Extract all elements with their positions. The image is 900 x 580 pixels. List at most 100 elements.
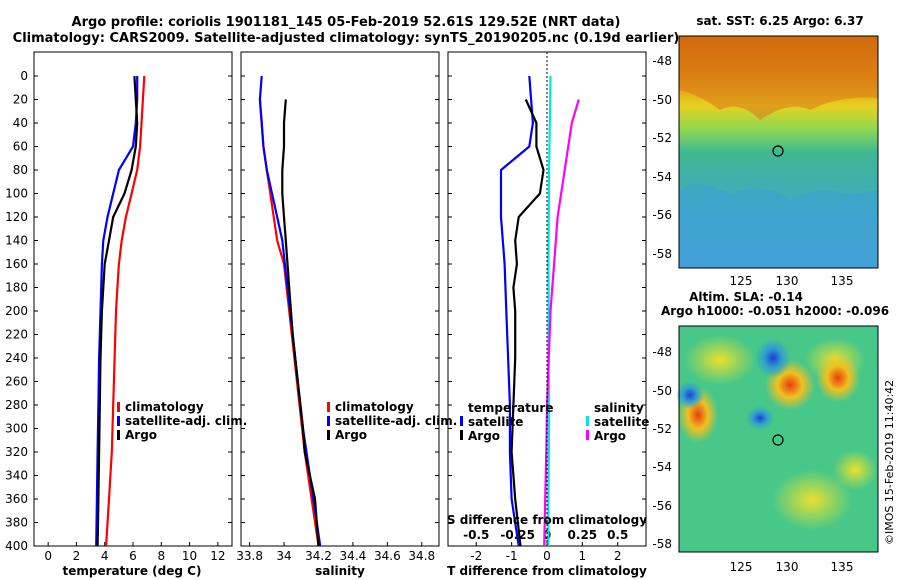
salinity-legend: climatology satellite-adj. clim. Argo xyxy=(327,400,457,442)
legend-argo: Argo xyxy=(335,428,367,442)
sst-lat-label: -50 xyxy=(652,93,672,107)
depth-tick-label: 240 xyxy=(5,351,28,365)
x-tick-label: 4 xyxy=(101,549,109,563)
salinity-axes xyxy=(240,51,440,547)
difference-xlabel: T difference from climatology xyxy=(447,564,647,578)
sla-lat-label: -54 xyxy=(652,460,672,474)
legend-satellite-clim: satellite-adj. clim. xyxy=(125,414,247,428)
sst-lat-label: -58 xyxy=(652,247,672,261)
sst-map xyxy=(678,35,879,269)
temperature-plot: 0 2 4 6 8 10 12 xyxy=(44,75,225,563)
salinity-plot: 33.8 34 34.2 34.4 34.6 34.8 xyxy=(236,75,435,563)
argo-location-marker xyxy=(772,434,784,446)
legend-temperature-heading: temperature xyxy=(468,401,553,415)
legend-clim-swatch xyxy=(117,402,120,412)
legend-argo: Argo xyxy=(125,428,157,442)
sla-lat-label: -50 xyxy=(652,384,672,398)
sst-lat-label: -56 xyxy=(652,208,672,222)
legend-climatology: climatology xyxy=(125,400,204,414)
x-tick-label: 34.6 xyxy=(374,549,401,563)
difference-plot: -2 -1 0 1 2-0.5 -0.25 0 0.25 0.5 xyxy=(463,75,628,563)
sla-lon-label: 135 xyxy=(831,560,854,574)
x-tick-label: 2 xyxy=(614,549,622,563)
depth-tick-label: 120 xyxy=(5,210,28,224)
sst-cold-band xyxy=(679,183,878,268)
series-temperature-satellite xyxy=(499,75,535,547)
depth-tick-label: 220 xyxy=(5,328,28,342)
sla-high-region xyxy=(685,335,755,385)
temperature-axes xyxy=(33,51,233,547)
sla-trough xyxy=(676,381,704,409)
x-tick-label: 8 xyxy=(157,549,165,563)
sst-lat-label: -48 xyxy=(652,54,672,68)
difference-legend: temperature satellite Argo salinity sate… xyxy=(460,401,649,443)
sla-lat-label: -58 xyxy=(652,537,672,551)
legend-t-argo-swatch xyxy=(460,430,463,440)
depth-tick-label: 340 xyxy=(5,469,28,483)
sla-map-title-2: Argo h1000: -0.051 h2000: -0.096 xyxy=(661,304,889,318)
x-tick-label: 10 xyxy=(182,549,197,563)
series-temperature-argo xyxy=(510,99,545,547)
depth-tick-label: 200 xyxy=(5,304,28,318)
sst-map-title: sat. SST: 6.25 Argo: 6.37 xyxy=(696,14,863,28)
depth-tick-label: 260 xyxy=(5,375,28,389)
depth-tick-label: 0 xyxy=(20,69,28,83)
sla-map-title-1: Altim. SLA: -0.14 xyxy=(689,290,803,304)
depth-tick-label: 180 xyxy=(5,281,28,295)
sst-lon-label: 125 xyxy=(730,274,753,288)
legend-s-satellite: satellite xyxy=(594,415,649,429)
legend-clim-swatch xyxy=(327,402,330,412)
title-line-1: Argo profile: coriolis 1901181_145 05-Fe… xyxy=(72,15,621,30)
legend-climatology: climatology xyxy=(335,400,414,414)
legend-s-argo: Argo xyxy=(594,429,626,443)
sla-map xyxy=(676,325,879,553)
sla-lon-label: 130 xyxy=(776,560,799,574)
depth-tick-label: 60 xyxy=(13,140,28,154)
temperature-legend: climatology satellite-adj. clim. Argo xyxy=(117,400,247,442)
series-satellite-adj-clim- xyxy=(258,75,322,547)
sla-high-region xyxy=(772,470,852,530)
depth-tick-label: 160 xyxy=(5,257,28,271)
depth-tick-label: 300 xyxy=(5,422,28,436)
x-tick-label: 1 xyxy=(579,549,587,563)
salinity-xlabel: salinity xyxy=(315,564,365,578)
x-tick-label: 6 xyxy=(129,549,137,563)
difference-axes xyxy=(447,51,647,547)
legend-sat-swatch xyxy=(117,416,120,426)
sst-lon-label: 135 xyxy=(831,274,854,288)
sla-frame xyxy=(678,325,879,553)
sla-trough xyxy=(755,338,791,378)
series-salinity-satellite xyxy=(547,75,552,546)
sst-lat-label: -52 xyxy=(652,131,672,145)
depth-tick-label: 320 xyxy=(5,445,28,459)
sla-high-region xyxy=(833,450,877,490)
sst-frame xyxy=(678,35,879,269)
x-tick-label: 34 xyxy=(276,549,291,563)
series-satellite-adj-clim- xyxy=(95,76,139,547)
argo-location-marker xyxy=(772,145,784,157)
sla-lon-label: 125 xyxy=(730,560,753,574)
sla-lat-label: -56 xyxy=(652,499,672,513)
legend-satellite-clim: satellite-adj. clim. xyxy=(335,414,457,428)
s-tick-label: 0.25 xyxy=(568,528,598,542)
depth-tick-label: 360 xyxy=(5,492,28,506)
depth-axis: 0 20 40 60 80 100 120 140 160 180 200 220 240 260 280 3… xyxy=(5,69,646,553)
sla-trough xyxy=(746,406,774,430)
temperature-xlabel: temperature (deg C) xyxy=(63,564,202,578)
depth-tick-label: 40 xyxy=(13,116,28,130)
x-tick-label: 0 xyxy=(543,549,551,563)
s-tick-label: 0.5 xyxy=(607,528,628,542)
depth-tick-label: 400 xyxy=(5,539,28,553)
s-tick-label: -0.5 xyxy=(463,528,489,542)
x-tick-label: 2 xyxy=(73,549,81,563)
depth-tick-label: 380 xyxy=(5,516,28,530)
legend-argo-swatch xyxy=(117,430,120,440)
sst-warm-band xyxy=(679,36,878,120)
sst-lon-label: 130 xyxy=(776,274,799,288)
depth-tick-label: 100 xyxy=(5,187,28,201)
x-tick-label: 34.8 xyxy=(408,549,435,563)
x-tick-label: 34.4 xyxy=(340,549,367,563)
series-climatology xyxy=(105,75,146,547)
legend-salinity-heading: salinity xyxy=(594,401,644,415)
